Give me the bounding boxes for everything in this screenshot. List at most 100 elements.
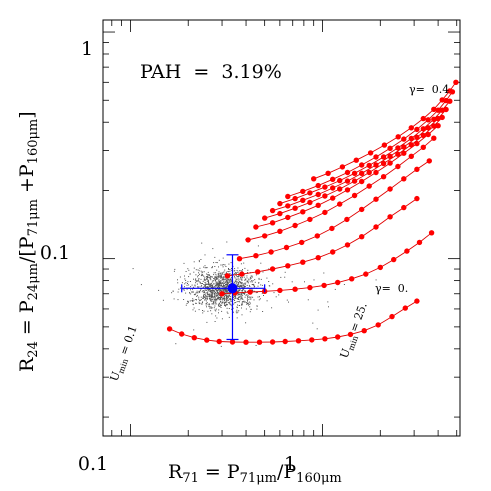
cloud-point <box>225 279 227 280</box>
cloud-point <box>237 281 239 283</box>
model-point <box>373 196 379 202</box>
cloud-point <box>183 299 185 300</box>
cloud-point <box>223 290 225 292</box>
cloud-point <box>222 278 224 280</box>
cloud-point <box>219 298 221 300</box>
cloud-point <box>226 280 228 281</box>
cloud-point <box>216 299 218 301</box>
cloud-point <box>240 270 242 272</box>
cloud-point <box>187 300 189 302</box>
model-point <box>353 157 359 163</box>
cloud-point <box>173 270 175 272</box>
model-point <box>245 237 251 243</box>
cloud-point <box>226 311 228 313</box>
cloud-point <box>201 274 203 276</box>
cloud-point <box>246 272 248 273</box>
cloud-point <box>243 276 245 278</box>
cloud-point <box>210 291 211 292</box>
cloud-point <box>200 299 202 301</box>
cloud-point <box>224 264 226 266</box>
cloud-point <box>198 291 200 293</box>
model-point <box>387 214 393 220</box>
cloud-point <box>210 283 212 285</box>
cloud-point <box>219 286 221 288</box>
cloud-point <box>203 294 205 296</box>
cloud-point <box>244 279 246 281</box>
cloud-point <box>242 284 244 286</box>
cloud-point <box>219 304 221 306</box>
cloud-point <box>211 296 212 298</box>
model-point <box>408 153 414 159</box>
cloud-point <box>206 276 208 278</box>
model-point <box>347 331 354 338</box>
cloud-point <box>216 284 218 285</box>
model-point <box>420 126 426 132</box>
cloud-point <box>162 299 164 301</box>
cloud-point <box>235 302 237 303</box>
cloud-point <box>225 296 227 298</box>
model-point <box>322 209 328 216</box>
cloud-point <box>187 300 188 302</box>
cloud-point <box>242 289 244 291</box>
cloud-point <box>239 286 241 288</box>
cloud-point <box>198 281 200 283</box>
cloud-point <box>219 275 221 277</box>
cloud-point <box>213 274 215 276</box>
cloud-point <box>229 269 231 271</box>
cloud-point <box>204 276 206 278</box>
cloud-point <box>226 282 228 284</box>
cloud-point <box>244 293 246 295</box>
cloud-point <box>208 281 210 283</box>
cloud-point <box>191 291 193 293</box>
cloud-point <box>228 296 230 298</box>
cloud-point <box>198 286 200 288</box>
model-point <box>425 117 431 123</box>
cloud-point <box>205 278 207 280</box>
cloud-point <box>202 290 204 291</box>
cloud-point <box>219 288 221 290</box>
cloud-point <box>188 269 190 271</box>
cloud-point <box>218 259 220 261</box>
cloud-point <box>217 297 219 299</box>
cloud-point <box>271 307 273 309</box>
cloud-point <box>245 282 247 284</box>
cloud-point <box>261 292 263 294</box>
cloud-point <box>236 272 237 274</box>
cloud-point <box>226 291 228 293</box>
cloud-point <box>220 299 222 301</box>
model-point <box>344 242 351 248</box>
cloud-point <box>243 285 245 287</box>
cloud-point <box>249 311 251 313</box>
cloud-point <box>218 274 220 276</box>
cloud-point <box>223 289 225 290</box>
cloud-point <box>187 268 189 270</box>
cloud-point <box>225 266 227 267</box>
cloud-point <box>207 271 209 273</box>
cloud-point <box>236 281 238 283</box>
cloud-point <box>216 317 218 319</box>
cloud-point <box>211 295 213 297</box>
cloud-point <box>216 277 218 278</box>
cloud-point <box>203 296 205 298</box>
model-curve-1 <box>221 232 432 295</box>
cloud-point <box>227 304 228 306</box>
cloud-point <box>218 312 219 314</box>
cloud-point <box>238 286 240 287</box>
cloud-point <box>250 275 252 277</box>
cloud-point <box>206 283 208 285</box>
cloud-point <box>246 280 248 282</box>
cloud-point <box>224 292 226 294</box>
cloud-point <box>235 282 237 284</box>
cloud-point <box>186 288 188 290</box>
model-point <box>377 264 383 271</box>
cloud-point <box>220 276 222 278</box>
cloud-point <box>240 284 242 286</box>
cloud-point <box>252 289 254 291</box>
cloud-point <box>225 291 227 293</box>
model-point <box>431 116 437 123</box>
model-point <box>330 195 336 201</box>
cloud-point <box>202 301 204 303</box>
cloud-point <box>222 266 224 268</box>
cloud-point <box>236 270 238 271</box>
cloud-point <box>203 271 205 273</box>
